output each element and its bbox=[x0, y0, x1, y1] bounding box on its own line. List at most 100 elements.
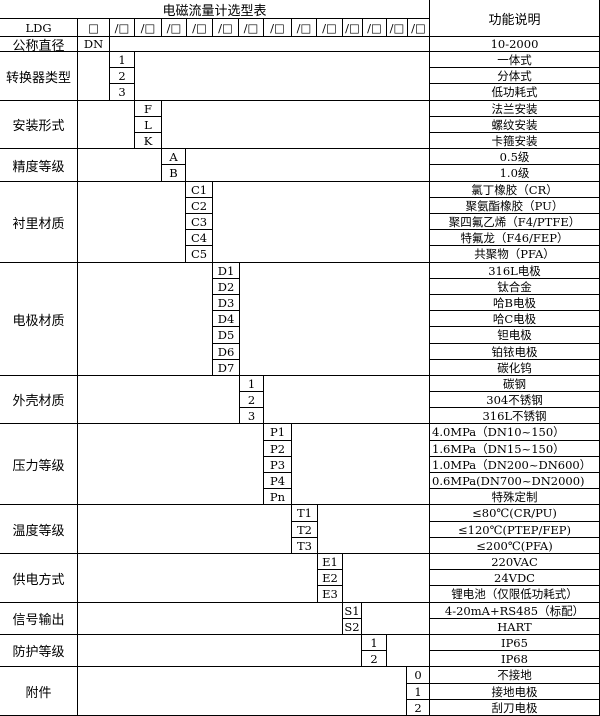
option-function: 4.0MPa（DN10~150） bbox=[430, 424, 600, 441]
group-label: 外壳材质 bbox=[0, 376, 78, 424]
option-code: C2 bbox=[186, 198, 213, 214]
blank-cell bbox=[162, 101, 430, 149]
blank-cell bbox=[78, 101, 135, 149]
option-code: Pn bbox=[264, 489, 292, 505]
option-code: B bbox=[162, 165, 186, 182]
blank-cell bbox=[78, 263, 213, 376]
option-function: 304不锈钢 bbox=[430, 392, 600, 408]
option-code: 1 bbox=[110, 52, 135, 68]
blank-cell bbox=[78, 52, 110, 101]
blank-cell bbox=[292, 424, 430, 505]
blank-cell bbox=[78, 667, 407, 716]
model-prefix: LDG bbox=[0, 19, 78, 37]
blank-cell bbox=[78, 376, 240, 424]
model-code-box: /□ bbox=[239, 19, 264, 37]
option-function: 接地电极 bbox=[430, 684, 600, 700]
blank-cell bbox=[78, 554, 318, 603]
group-label: 附件 bbox=[0, 667, 78, 716]
option-code: S2 bbox=[343, 619, 362, 635]
option-code: P1 bbox=[264, 424, 292, 441]
blank-cell bbox=[78, 424, 264, 505]
group-label: 温度等级 bbox=[0, 505, 78, 554]
option-code: 2 bbox=[362, 651, 387, 667]
nominal-label: 公称直径 bbox=[0, 37, 78, 52]
blank-cell bbox=[240, 263, 430, 376]
model-code-box: /□ bbox=[363, 19, 387, 37]
option-function: 碳钢 bbox=[430, 376, 600, 392]
option-code: 2 bbox=[110, 68, 135, 84]
option-code: C4 bbox=[186, 230, 213, 246]
model-code-box: /□ bbox=[292, 19, 317, 37]
option-function: 法兰安装 bbox=[430, 101, 600, 117]
option-code: C5 bbox=[186, 246, 213, 263]
option-function: 不接地 bbox=[430, 667, 600, 684]
blank-cell bbox=[343, 554, 430, 603]
option-function: 哈C电极 bbox=[430, 311, 600, 327]
blank-cell bbox=[78, 182, 186, 263]
model-code-box: /□ bbox=[408, 19, 430, 37]
option-code: D1 bbox=[213, 263, 240, 279]
group-label: 防护等级 bbox=[0, 635, 78, 667]
table-title: 电磁流量计选型表 bbox=[0, 0, 430, 19]
group-label: 安装形式 bbox=[0, 101, 78, 149]
option-function: 钛合金 bbox=[430, 279, 600, 295]
option-code: P3 bbox=[264, 457, 292, 473]
option-code: T3 bbox=[292, 538, 318, 554]
option-function: 24VDC bbox=[430, 570, 600, 586]
option-function: 锂电池（仅限低功耗式） bbox=[430, 586, 600, 603]
option-code: 1 bbox=[362, 635, 387, 651]
option-code: 1 bbox=[240, 376, 264, 392]
option-code: F bbox=[135, 101, 162, 117]
option-function: 碳化钨 bbox=[430, 360, 600, 376]
blank-cell bbox=[186, 149, 430, 182]
option-code: T1 bbox=[292, 505, 318, 522]
model-code-box: /□ bbox=[343, 19, 363, 37]
option-code: A bbox=[162, 149, 186, 165]
option-function: 钽电极 bbox=[430, 327, 600, 344]
option-function: 铂铱电极 bbox=[430, 344, 600, 360]
blank-cell bbox=[110, 37, 430, 52]
model-code-box: /□ bbox=[317, 19, 343, 37]
option-function: 220VAC bbox=[430, 554, 600, 570]
option-function: 螺纹安装 bbox=[430, 117, 600, 133]
blank-cell bbox=[135, 52, 430, 101]
option-function: 一体式 bbox=[430, 52, 600, 68]
model-code-box: /□ bbox=[187, 19, 213, 37]
option-code: E3 bbox=[318, 586, 343, 603]
option-function: 特殊定制 bbox=[430, 489, 600, 505]
group-label: 精度等级 bbox=[0, 149, 78, 182]
blank-cell bbox=[362, 603, 430, 635]
option-function: ≤120℃(PTEP/FEP) bbox=[430, 522, 600, 538]
option-function: 0.5级 bbox=[430, 149, 600, 165]
option-code: C1 bbox=[186, 182, 213, 198]
option-function: 1.0级 bbox=[430, 165, 600, 182]
option-function: 低功耗式 bbox=[430, 84, 600, 101]
option-code: 0 bbox=[407, 667, 430, 684]
option-function: ≤80℃(CR/PU) bbox=[430, 505, 600, 522]
option-code: D7 bbox=[213, 360, 240, 376]
option-function: HART bbox=[430, 619, 600, 635]
option-code: P2 bbox=[264, 441, 292, 457]
option-code: 3 bbox=[240, 408, 264, 424]
option-function: 1.0MPa（DN200~DN600） bbox=[430, 457, 600, 473]
model-code-box: /□ bbox=[110, 19, 135, 37]
option-function: 316L不锈钢 bbox=[430, 408, 600, 424]
option-function: 聚氨酯橡胶（PU） bbox=[430, 198, 600, 214]
nominal-code: DN bbox=[78, 37, 110, 52]
option-function: 4-20mA+RS485（标配） bbox=[430, 603, 600, 619]
option-code: D6 bbox=[213, 344, 240, 360]
model-code-box: /□ bbox=[162, 19, 187, 37]
model-code-box: /□ bbox=[135, 19, 162, 37]
group-label: 衬里材质 bbox=[0, 182, 78, 263]
group-label: 电极材质 bbox=[0, 263, 78, 376]
option-code: D4 bbox=[213, 311, 240, 327]
model-code-box: /□ bbox=[264, 19, 292, 37]
option-code: D5 bbox=[213, 327, 240, 344]
option-code: K bbox=[135, 133, 162, 149]
blank-cell bbox=[78, 149, 162, 182]
group-label: 供电方式 bbox=[0, 554, 78, 603]
option-function: 1.6MPa（DN15~150） bbox=[430, 441, 600, 457]
option-code: 3 bbox=[110, 84, 135, 101]
option-code: E1 bbox=[318, 554, 343, 570]
